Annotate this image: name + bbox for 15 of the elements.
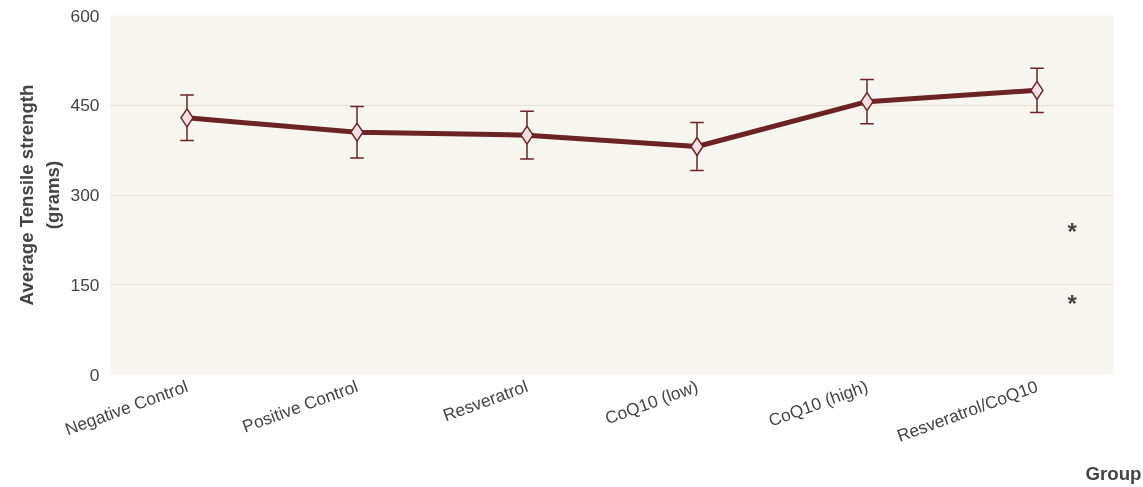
y-axis-title: Average Tensile strength (grams) (16, 84, 63, 306)
y-tick-label: 450 (70, 95, 100, 116)
x-tick-label: CoQ10 (high) (765, 376, 871, 431)
x-tick-label: Positive Control (239, 376, 361, 437)
x-tick-label: CoQ10 (low) (602, 376, 701, 429)
y-tick-label: 300 (70, 185, 100, 205)
point (350, 122, 364, 142)
y-tick-label: 0 (89, 364, 100, 385)
point (180, 108, 194, 128)
point (520, 125, 534, 145)
y-tick-label: 150 (70, 274, 100, 295)
annotation: * (1067, 218, 1078, 246)
annotation: * (1067, 290, 1078, 318)
y-tick-label: 600 (70, 5, 100, 26)
x-axis-title: Group (1085, 463, 1142, 485)
